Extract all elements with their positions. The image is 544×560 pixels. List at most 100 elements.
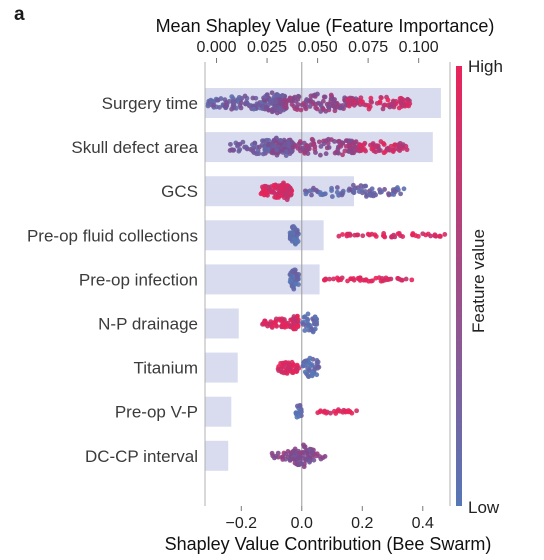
swarm-point: [362, 147, 367, 152]
swarm-point: [295, 455, 301, 461]
swarm-point: [312, 314, 318, 320]
swarm-point: [323, 151, 329, 157]
swarm-point: [231, 105, 237, 111]
swarm-point: [366, 192, 372, 198]
swarm-point: [389, 234, 394, 240]
swarm-point: [283, 360, 289, 365]
swarm-point: [346, 99, 352, 105]
swarm-point: [305, 365, 311, 371]
swarm-point: [274, 147, 280, 153]
swarm-point: [433, 233, 439, 239]
swarm-point: [269, 90, 275, 96]
feature-label: Pre-op V-P: [115, 403, 198, 422]
swarm-point: [260, 106, 266, 112]
swarm-point: [387, 104, 393, 110]
swarm-point: [331, 276, 336, 282]
feature-label: Skull defect area: [71, 138, 198, 157]
colorbar-title: Feature value: [469, 229, 488, 333]
swarm-point: [312, 320, 318, 326]
swarm-point: [305, 143, 311, 149]
swarm-point: [336, 150, 341, 156]
bottom-tick-label: −0.2: [225, 515, 257, 532]
swarm-point: [231, 99, 237, 105]
swarm-point: [306, 327, 312, 333]
feature-label: Pre-op fluid collections: [27, 226, 198, 245]
swarm-point: [323, 277, 329, 282]
swarm-point: [396, 230, 402, 236]
swarm-point: [282, 186, 288, 192]
swarm-point: [318, 144, 324, 149]
feature-label: Titanium: [133, 359, 198, 378]
swarm-point: [277, 105, 282, 111]
swarm-point: [349, 410, 355, 416]
swarm-point: [350, 150, 355, 155]
swarm-point: [378, 95, 384, 101]
swarm-point: [322, 191, 328, 197]
swarm-point: [381, 150, 387, 156]
swarm-point: [240, 139, 246, 145]
swarm-point: [317, 409, 323, 415]
swarm-point: [407, 101, 413, 107]
swarm-point: [269, 109, 275, 115]
swarm-point: [380, 106, 386, 112]
swarm-point: [360, 233, 366, 239]
swarm-point: [332, 97, 337, 102]
swarm-point: [343, 143, 349, 149]
swarm-point: [301, 442, 306, 448]
swarm-point: [292, 269, 298, 275]
swarm-point: [287, 185, 293, 191]
swarm-point: [282, 317, 287, 322]
swarm-point: [350, 97, 355, 102]
swarm-point: [294, 107, 300, 112]
swarm-point: [398, 191, 403, 197]
swarm-point: [317, 152, 323, 158]
importance-bar: [205, 396, 232, 427]
swarm-point: [275, 92, 281, 98]
swarm-point: [302, 328, 308, 333]
swarm-point: [369, 186, 375, 192]
swarm-point: [329, 188, 334, 193]
swarm-point: [410, 232, 415, 238]
swarm-point: [283, 148, 289, 154]
swarm-point: [260, 151, 266, 157]
swarm-point: [373, 192, 379, 198]
swarm-point: [384, 146, 390, 152]
swarm-point: [400, 102, 406, 108]
swarm-point: [329, 194, 335, 199]
swarm-point: [272, 320, 278, 326]
swarm-point: [307, 188, 313, 194]
swarm-point: [293, 98, 299, 104]
swarm-point: [264, 92, 270, 98]
swarm-point: [382, 102, 388, 108]
swarm-point: [218, 96, 224, 101]
swarm-point: [294, 274, 300, 279]
swarm-point: [336, 233, 342, 239]
swarm-point: [303, 98, 309, 104]
swarm-point: [332, 139, 337, 144]
swarm-point: [296, 413, 302, 419]
swarm-point: [357, 142, 363, 148]
top-axis-ticks: 0.000 0.025 0.050 0.075 0.100: [196, 39, 439, 63]
swarm-point: [299, 455, 305, 461]
feature-label: Surgery time: [102, 94, 198, 113]
swarm-point: [373, 149, 379, 155]
swarm-point: [390, 187, 396, 192]
swarm-point: [271, 190, 277, 196]
swarm-point: [442, 232, 448, 237]
swarm-point: [309, 136, 315, 142]
swarm-point: [400, 142, 406, 148]
top-tick-label: 0.050: [298, 39, 338, 56]
panel-label: a: [14, 4, 25, 25]
swarm-point: [224, 100, 229, 105]
swarm-point: [328, 410, 333, 416]
swarm-point: [238, 100, 244, 106]
swarm-point: [280, 92, 285, 98]
swarm-point: [223, 104, 228, 109]
swarm-point: [323, 410, 329, 416]
swarm-point: [236, 148, 242, 154]
importance-bar: [205, 352, 238, 383]
swarm-point: [306, 322, 311, 327]
swarm-point: [257, 144, 262, 150]
swarm-point: [266, 138, 272, 143]
swarm-point: [325, 140, 331, 146]
